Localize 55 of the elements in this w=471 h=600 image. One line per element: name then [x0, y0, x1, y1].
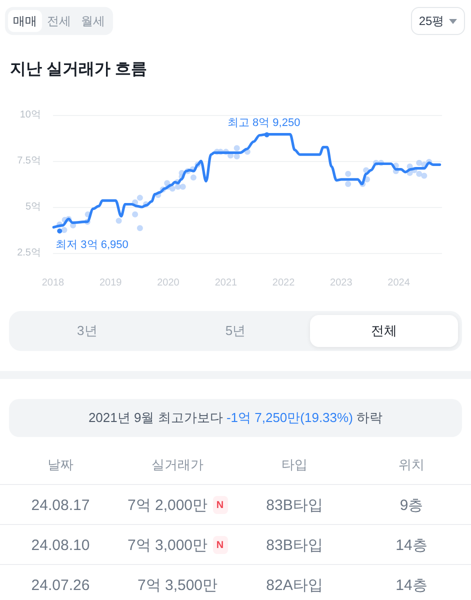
tab[interactable]: 월세	[76, 10, 110, 32]
text: 83B타입	[266, 536, 323, 554]
point	[234, 145, 240, 152]
text: 9층	[400, 496, 424, 514]
tab[interactable]: 3년	[13, 315, 162, 347]
text: 82A타입	[266, 576, 323, 594]
y-tick-label: 2.5억	[17, 248, 41, 258]
text: 14층	[396, 536, 428, 554]
point	[190, 174, 196, 181]
badge: N	[212, 536, 228, 554]
y-tick-label: 5억	[25, 202, 41, 212]
y-tick-label: 7.5억	[17, 156, 41, 166]
text: 위치	[398, 456, 426, 474]
text: 날짜	[46, 456, 74, 474]
badge: N	[212, 496, 228, 514]
text: 타입	[280, 456, 308, 474]
text: 83B타입	[266, 496, 323, 514]
point	[345, 181, 352, 187]
point	[416, 160, 422, 166]
x-tick-label: 2021	[214, 278, 238, 288]
summary-box: 2021년 9월 최고가보다 -1억 7,250만(19.33%) 하락	[9, 399, 462, 437]
point	[61, 227, 68, 233]
annotation: 최고 8억 9,250	[227, 116, 300, 129]
text: 7억 2,000만	[127, 496, 208, 514]
x-tick-label: 2024	[388, 278, 410, 288]
text: 14층	[396, 576, 428, 594]
tab[interactable]: 전체	[310, 315, 458, 347]
tab[interactable]: 5년	[161, 315, 310, 347]
x-tick-label: 2019	[99, 278, 122, 288]
point	[264, 132, 270, 138]
x-tick-label: 2020	[157, 278, 180, 288]
x-tick-label: 2023	[330, 278, 353, 288]
x-tick-label: 2018	[42, 278, 65, 288]
point	[169, 186, 176, 192]
tab[interactable]: 전세	[42, 10, 76, 32]
point	[116, 218, 122, 224]
point	[180, 184, 186, 190]
y-tick-label: 10억	[20, 110, 41, 120]
point	[421, 172, 428, 179]
point	[416, 170, 422, 177]
text: 24.08.10	[31, 536, 90, 554]
tab[interactable]: 매매	[8, 10, 42, 32]
text: 7억 3,500만	[137, 576, 218, 594]
point	[136, 225, 143, 232]
point	[132, 211, 138, 218]
x-tick-label: 2022	[272, 278, 296, 288]
text: 24.07.26	[31, 576, 90, 594]
chart-title: 지난 실거래가 흐름	[10, 60, 147, 80]
annotation: 최저 3억 6,950	[56, 239, 128, 252]
text: 7억 3,000만	[127, 536, 208, 554]
dropdown[interactable]: 25평	[411, 7, 465, 35]
point	[345, 170, 352, 177]
text: 실거래가	[150, 456, 204, 474]
text: 24.08.17	[31, 496, 90, 514]
point	[136, 194, 143, 201]
